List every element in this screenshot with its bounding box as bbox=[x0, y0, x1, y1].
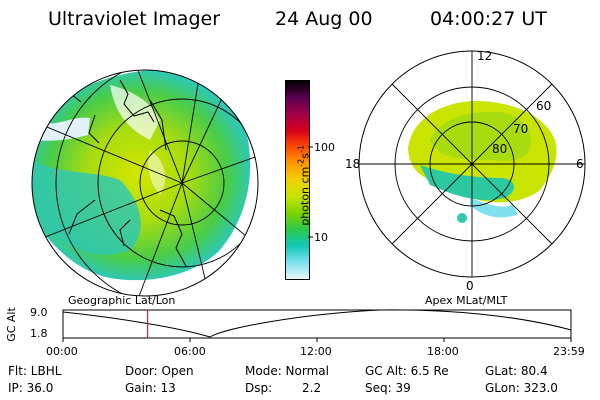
status-door: Door: Open bbox=[125, 364, 194, 378]
status-flt: Flt: LBHL bbox=[8, 364, 62, 378]
time-tick-0600: 06:00 bbox=[174, 345, 206, 358]
colorbar-unit-label: photon cm-2s-1 bbox=[296, 145, 312, 226]
status-dsp-value: 2.2 bbox=[302, 381, 322, 395]
geo-panel-label: Geographic Lat/Lon bbox=[68, 294, 176, 307]
mlt-label-12: 12 bbox=[477, 49, 492, 63]
status-glon: GLon: 323.0 bbox=[485, 381, 558, 395]
altitude-curve bbox=[62, 309, 572, 338]
time-tick-0000: 00:00 bbox=[46, 345, 78, 358]
status-seq: Seq: 39 bbox=[365, 381, 411, 395]
colorbar-tick-100: 100 bbox=[314, 141, 335, 154]
status-glat: GLat: 80.4 bbox=[485, 364, 548, 378]
mlt-label-0: 0 bbox=[466, 279, 474, 293]
time-tick-1800: 18:00 bbox=[427, 345, 459, 358]
altitude-tick-bottom: 1.8 bbox=[30, 327, 48, 340]
polar-panel-label: Apex MLat/MLT bbox=[425, 294, 508, 307]
status-gc-alt: GC Alt: 6.5 Re bbox=[365, 364, 449, 378]
time-tick-1200: 12:00 bbox=[300, 345, 332, 358]
polar-auroral-oval bbox=[408, 100, 557, 203]
time-label: 04:00:27 UT bbox=[430, 8, 547, 30]
colorbar-axis: 100 10 bbox=[308, 141, 335, 244]
status-gain: Gain: 13 bbox=[125, 381, 176, 395]
lat-label-70: 70 bbox=[513, 122, 528, 136]
colorbar-tick-10: 10 bbox=[314, 231, 328, 244]
altitude-plot bbox=[62, 309, 572, 342]
instrument-title: Ultraviolet Imager bbox=[48, 8, 221, 30]
mlt-label-6: 6 bbox=[576, 157, 584, 171]
status-ip: IP: 36.0 bbox=[8, 381, 54, 395]
geo-emission-region bbox=[32, 70, 251, 281]
altitude-tick-top: 9.0 bbox=[30, 306, 48, 319]
date-label: 24 Aug 00 bbox=[275, 8, 373, 30]
colorbar bbox=[285, 80, 310, 280]
status-dsp-label: Dsp: bbox=[245, 381, 273, 395]
time-tick-2359: 23:59 bbox=[553, 345, 585, 358]
lat-label-60: 60 bbox=[536, 99, 551, 113]
status-mode: Mode: Normal bbox=[245, 364, 329, 378]
lat-label-80: 80 bbox=[492, 142, 507, 156]
